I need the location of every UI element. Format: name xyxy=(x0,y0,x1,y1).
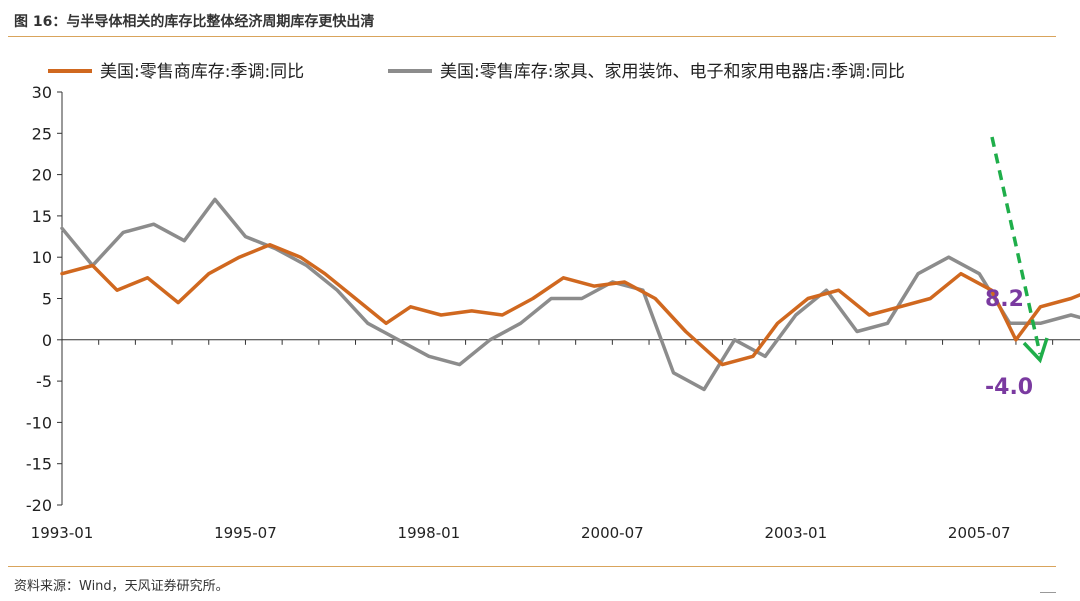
trend-arrow-head xyxy=(1022,337,1049,364)
x-tick-label: 1993-01 xyxy=(31,524,94,542)
y-tick-label: 5 xyxy=(42,290,52,309)
y-tick-label: 10 xyxy=(32,248,52,267)
y-tick-label: 15 xyxy=(32,207,52,226)
x-tick-label: 1998-01 xyxy=(398,524,461,542)
series-line-retail-inventory xyxy=(60,243,1080,367)
legend: 美国:零售商库存:季调:同比 美国:零售库存:家具、家用装饰、电子和家用电器店:… xyxy=(48,62,905,82)
y-tick-label: 25 xyxy=(32,124,52,143)
y-tick-label: 0 xyxy=(42,331,52,350)
footer-divider xyxy=(1040,592,1056,593)
series-lines xyxy=(60,197,1080,392)
axes: 30 25 20 15 10 5 0 -5 -10 -15 -20 1993-01 1995-07 199… xyxy=(26,83,1080,542)
figure-footer: 资料来源：Wind，天风证券研究所。 xyxy=(8,566,1056,595)
y-tick-label: 30 xyxy=(32,83,52,102)
series-line-furniture-electronics xyxy=(60,197,1080,392)
x-tick-label: 2005-07 xyxy=(948,524,1011,542)
y-tick-label: -20 xyxy=(26,496,52,515)
legend-label-furniture-electronics: 美国:零售库存:家具、家用装饰、电子和家用电器店:季调:同比 xyxy=(440,62,905,82)
x-tick-label: 2000-07 xyxy=(581,524,644,542)
line-chart: 美国:零售商库存:季调:同比 美国:零售库存:家具、家用装饰、电子和家用电器店:… xyxy=(26,62,1080,542)
x-tick-label: 2003-01 xyxy=(764,524,827,542)
x-tick-label: 1995-07 xyxy=(214,524,277,542)
y-tick-label: -10 xyxy=(26,413,52,432)
callout-value-low: -4.0 xyxy=(985,375,1033,400)
legend-label-retail-inventory: 美国:零售商库存:季调:同比 xyxy=(100,62,304,82)
chart-area: 美国:零售商库存:季调:同比 美国:零售库存:家具、家用装饰、电子和家用电器店:… xyxy=(0,50,1080,570)
source-note: 资料来源：Wind，天风证券研究所。 xyxy=(14,579,229,594)
callout-value-high: 8.2 xyxy=(985,287,1024,312)
y-tick-label: -15 xyxy=(26,455,52,474)
y-tick-label: 20 xyxy=(32,166,52,185)
trend-arrow xyxy=(990,136,1049,364)
y-tick-label: -5 xyxy=(36,372,52,391)
trend-arrow-shaft xyxy=(990,136,1042,355)
figure-title: 图 16：与半导体相关的库存比整体经济周期库存更快出清 xyxy=(14,14,375,30)
figure-header: 图 16：与半导体相关的库存比整体经济周期库存更快出清 xyxy=(8,6,1056,37)
